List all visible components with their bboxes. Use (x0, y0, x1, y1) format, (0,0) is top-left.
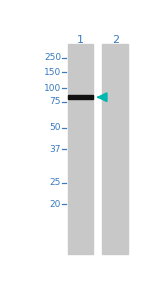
Bar (68, 44, 93, 254)
Text: 100: 100 (44, 84, 61, 93)
Text: 2: 2 (112, 35, 119, 45)
Text: 50: 50 (50, 123, 61, 132)
Bar (68, 95, 93, 99)
Text: 37: 37 (50, 144, 61, 154)
Text: 1: 1 (77, 35, 84, 45)
Text: 75: 75 (50, 97, 61, 106)
Text: 150: 150 (44, 68, 61, 77)
Text: 20: 20 (50, 200, 61, 209)
Text: 250: 250 (44, 53, 61, 62)
Text: 25: 25 (50, 178, 61, 188)
Bar (102, 44, 128, 254)
